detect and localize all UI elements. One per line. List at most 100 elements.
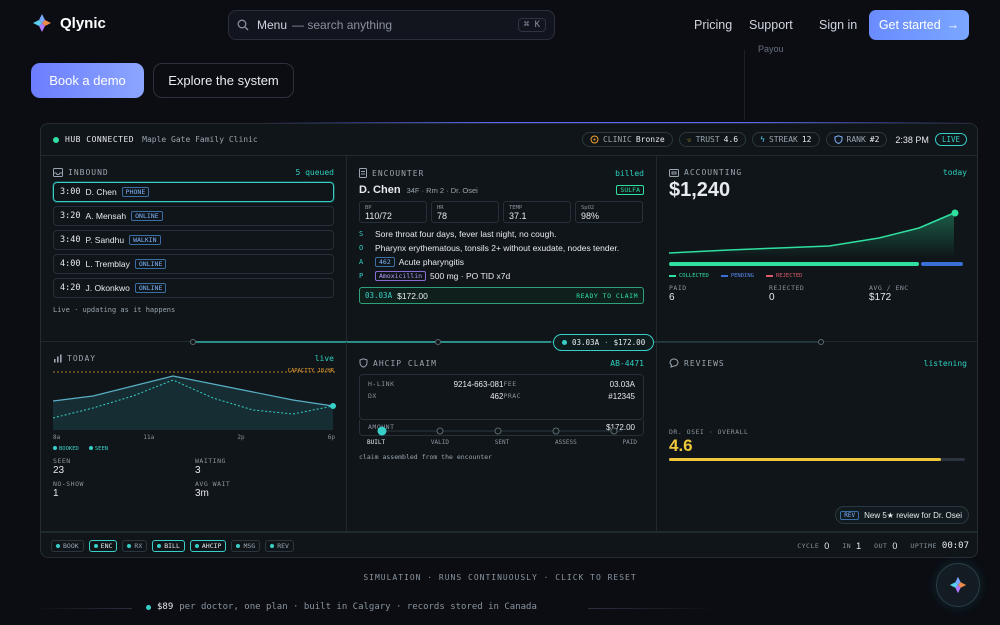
search-placeholder: — search anything <box>292 18 393 32</box>
chip-rx[interactable]: RX <box>122 540 148 552</box>
revenue-point <box>951 209 959 217</box>
document-icon <box>359 168 367 178</box>
xtick: 2p <box>237 434 245 441</box>
chip-ahcip[interactable]: AHCIP <box>189 540 227 552</box>
book-demo-button[interactable]: Book a demo <box>31 63 144 98</box>
inbound-row[interactable]: 3:40 P. Sandhu WALKIN <box>53 230 334 250</box>
claim-status: READY TO CLAIM <box>576 291 638 300</box>
today-panel: TODAY live CAPACITY 18/HR 8a 11a 2p 6p B… <box>41 342 347 532</box>
fee-value: 03.03A <box>609 380 635 389</box>
encounter-title: ENCOUNTER <box>372 168 425 178</box>
hlink-value: 9214-663-081 <box>453 380 504 389</box>
claim-progress <box>377 426 622 436</box>
drug-tag: Amoxicillin <box>375 271 427 281</box>
rank-chip: RANK #2 <box>825 132 888 147</box>
row-name: L. Tremblay <box>85 259 130 269</box>
fee-label: FEE <box>503 380 517 388</box>
toast-text: New 5★ review for Dr. Osei <box>864 510 962 520</box>
flow-badge: 03.03A · $172.00 <box>553 334 655 351</box>
review-toast[interactable]: REV New 5★ review for Dr. Osei <box>835 506 969 524</box>
row-time: 4:20 <box>60 283 81 293</box>
chip-msg[interactable]: MSG <box>231 540 261 552</box>
waiting-value: 3 <box>195 465 201 476</box>
claim-code: 03.03A <box>365 291 393 300</box>
nav-pricing[interactable]: Pricing <box>694 18 733 32</box>
step-sent: SENT <box>494 439 510 446</box>
divider <box>588 608 718 609</box>
collected-segment <box>669 262 919 266</box>
paid-label: PAID <box>669 284 687 292</box>
in-label: IN <box>842 542 852 550</box>
brand-name: Qlynic <box>60 14 106 32</box>
row-time: 3:20 <box>60 211 81 221</box>
hlink-label: H-LINK <box>368 380 395 388</box>
explore-system-button[interactable]: Explore the system <box>153 63 294 98</box>
simulation-frame[interactable]: HUB CONNECTED Maple Gate Family Clinic C… <box>40 123 978 558</box>
vital-value: 98% <box>581 211 600 221</box>
seen-value: 23 <box>53 465 65 476</box>
encounter-panel: ENCOUNTER billed D. Chen 34F · Rm 2 · Dr… <box>347 156 657 342</box>
soap-key: P <box>359 272 364 280</box>
in-value: 1 <box>856 541 862 551</box>
search-input[interactable]: Menu — search anything ⌘ K <box>228 10 555 40</box>
simulation-caption[interactable]: SIMULATION · RUNS CONTINUOUSLY · CLICK T… <box>363 573 637 582</box>
chip-book[interactable]: BOOK <box>51 540 84 552</box>
vital-hr: HR 78 <box>431 201 499 223</box>
footer-price: $89 <box>157 602 174 612</box>
chip-label: BILL <box>164 542 180 550</box>
avgwait-value: 3m <box>195 488 209 499</box>
inbound-footer: Live · updating as it happens <box>53 306 176 314</box>
clinic-tier-chip: CLINIC Bronze <box>581 132 673 147</box>
bar-chart-icon <box>54 354 62 363</box>
streak-label: STREAK <box>768 135 798 144</box>
logo-icon <box>949 576 967 594</box>
today-point <box>330 403 336 409</box>
inbound-row[interactable]: 4:20 J. Okonkwo ONLINE <box>53 278 334 298</box>
live-badge: LIVE <box>934 133 967 146</box>
step-dot <box>377 426 387 436</box>
reviews-panel: REVIEWS listening DR. OSEI · OVERALL 4.6… <box>657 342 977 532</box>
get-started-button[interactable]: Get started → <box>869 10 969 40</box>
rank-label: RANK <box>846 135 866 144</box>
brand-logo[interactable]: Qlynic <box>32 13 106 33</box>
legend-rejected: REJECTED <box>776 273 803 279</box>
noshow-value: 1 <box>53 488 59 499</box>
xtick: 8a <box>53 434 61 441</box>
divider <box>744 50 745 120</box>
flow-line <box>190 339 824 345</box>
assistant-button[interactable] <box>936 563 980 607</box>
claim-ready-bar[interactable]: 03.03A $172.00 READY TO CLAIM <box>359 287 644 304</box>
xtick: 11a <box>143 434 155 441</box>
ahcip-panel: AHCIP CLAIM AB-4471 H-LINK 9214-663-081 F… <box>347 342 657 532</box>
nav-signin[interactable]: Sign in <box>819 18 858 32</box>
ahcip-title: AHCIP CLAIM <box>373 358 437 368</box>
status-dot-icon <box>53 136 59 143</box>
inbound-count: 5 queued <box>295 168 334 177</box>
vital-label: HR <box>437 205 444 211</box>
inbound-row[interactable]: 3:20 A. Mensah ONLINE <box>53 206 334 226</box>
step-dot <box>552 427 560 435</box>
nav-support[interactable]: Support <box>749 18 793 32</box>
chip-label: REV <box>277 542 289 550</box>
streak-value: 12 <box>801 135 812 144</box>
claim-id: AB-4471 <box>610 358 644 368</box>
chip-enc[interactable]: ENC <box>88 540 118 552</box>
inbound-row[interactable]: 3:00 D. Chen PHONE <box>53 182 334 202</box>
inbound-row[interactable]: 4:00 L. Tremblay ONLINE <box>53 254 334 274</box>
dx-code: 462 <box>375 257 395 267</box>
claim-amount: $172.00 <box>397 290 428 301</box>
doctor-rating-label: DR. OSEI · OVERALL <box>669 428 749 436</box>
booked-area <box>53 376 333 430</box>
claim-steps: BUILT VALID SENT ASSESS PAID <box>367 439 637 446</box>
legend-collected: COLLECTED <box>679 273 709 279</box>
paid-value: 6 <box>669 292 675 303</box>
row-name: A. Mensah <box>85 211 127 221</box>
soap-key: S <box>359 230 364 238</box>
streak-chip: ϟ STREAK 12 <box>752 132 820 147</box>
row-time: 3:40 <box>60 235 81 245</box>
row-name: P. Sandhu <box>85 235 125 245</box>
chip-bill[interactable]: BILL <box>152 540 185 552</box>
divider <box>32 608 132 609</box>
step-assess: ASSESS <box>555 439 577 446</box>
chip-rev[interactable]: REV <box>265 540 294 552</box>
